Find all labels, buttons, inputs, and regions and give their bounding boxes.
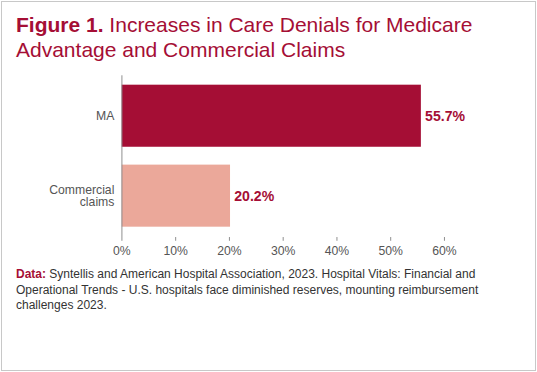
svg-text:55.7%: 55.7% — [425, 108, 465, 124]
html-text:Figure 1. Increases in Care De: Figure 1. Increases in Care Denials for … — [16, 13, 473, 61]
svg-text:20.2%: 20.2% — [234, 188, 274, 204]
svg-text:0%: 0% — [113, 244, 131, 258]
svg-text:Commercialclaims: Commercialclaims — [49, 183, 114, 209]
svg-text:30%: 30% — [271, 244, 296, 258]
svg-text:50%: 50% — [378, 244, 403, 258]
svg-text:MA: MA — [96, 109, 115, 123]
html-text:Data: Syntellis and American H: Data: Syntellis and American Hospital As… — [16, 267, 479, 313]
svg-text:60%: 60% — [432, 244, 457, 258]
svg-text:10%: 10% — [163, 244, 188, 258]
svg-text:20%: 20% — [217, 244, 242, 258]
svg-text:40%: 40% — [325, 244, 350, 258]
